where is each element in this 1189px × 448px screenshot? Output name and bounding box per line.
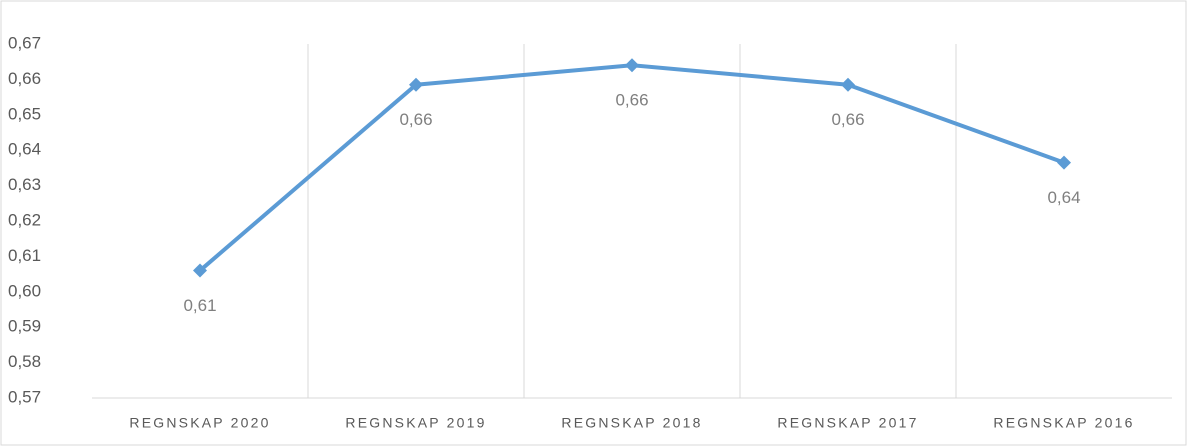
- y-tick-label: 0,60: [8, 281, 41, 300]
- marker: [409, 77, 423, 92]
- marker: [841, 77, 855, 92]
- y-tick-label: 0,66: [8, 69, 41, 88]
- y-tick-label: 0,59: [8, 317, 41, 336]
- marker: [193, 263, 207, 278]
- y-tick-label: 0,67: [8, 33, 41, 52]
- x-tick-label: REGNSKAP 2020: [129, 415, 270, 431]
- data-label: 0,66: [615, 91, 648, 110]
- x-tick-label: REGNSKAP 2019: [345, 415, 486, 431]
- marker: [1057, 155, 1071, 170]
- data-label: 0,66: [831, 110, 864, 129]
- x-tick-label: REGNSKAP 2017: [777, 415, 918, 431]
- y-tick-label: 0,62: [8, 210, 41, 229]
- x-tick-label: REGNSKAP 2016: [993, 415, 1134, 431]
- y-tick-label: 0,65: [8, 104, 41, 123]
- data-label: 0,66: [399, 110, 432, 129]
- marker: [625, 58, 639, 73]
- y-tick-label: 0,58: [8, 352, 41, 371]
- y-tick-label: 0,57: [8, 387, 41, 406]
- y-tick-label: 0,64: [8, 140, 41, 159]
- x-tick-label: REGNSKAP 2018: [561, 415, 702, 431]
- y-tick-label: 0,63: [8, 175, 41, 194]
- data-label: 0,64: [1047, 188, 1080, 207]
- y-tick-label: 0,61: [8, 246, 41, 265]
- data-label: 0,61: [183, 296, 216, 315]
